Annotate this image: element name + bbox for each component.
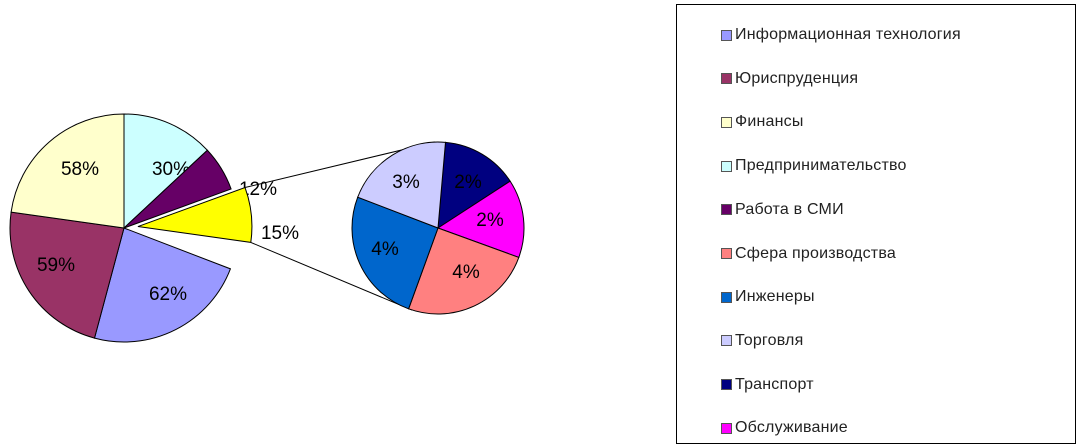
main-slice-label: 12% (239, 179, 277, 200)
legend-item: Инженеры (721, 285, 815, 309)
legend-swatch (721, 29, 732, 41)
main-slice-предпринимательство (123, 113, 209, 230)
sub-slice-label: 2% (476, 210, 504, 231)
main-slice-label: 15% (261, 223, 299, 244)
main-pie: 62%59%58% 30%12%15% (9, 113, 299, 343)
legend-item: Работа в СМИ (721, 198, 844, 222)
secondary-pie: 2% 2% 4% 4% 3% (351, 141, 525, 315)
legend-swatch (721, 248, 732, 259)
sub-slice-обслуживание (436, 180, 525, 259)
sub-slice-label: 4% (452, 262, 480, 283)
sub-slice-label: 3% (392, 172, 420, 193)
sub-slice-торговля (357, 141, 447, 229)
main-slice-финансы (10, 113, 125, 229)
sub-slice-инженеры (351, 196, 439, 310)
legend-swatch (721, 73, 732, 85)
main-slice-информационная-технология (93, 227, 232, 343)
legend-swatch (721, 291, 732, 303)
legend-swatch (721, 116, 732, 128)
legend-label: Финансы (735, 113, 804, 131)
legend-label: Предпринимательство (735, 157, 907, 175)
legend-item: Предпринимательство (721, 154, 907, 178)
legend-swatch (721, 422, 732, 434)
legend-swatch (721, 335, 732, 347)
sub-slice-транспорт (437, 141, 511, 229)
sub-slice-сфера-производства (407, 227, 520, 315)
sub-slice-label: 2% (454, 172, 482, 193)
legend-label: Работа в СМИ (735, 200, 844, 218)
legend-label: Сфера производства (735, 244, 896, 262)
legend-item: Финансы (721, 110, 804, 134)
main-slice-юриспруденция (9, 211, 125, 339)
main-slice-работа-в-сми (123, 149, 232, 229)
legend-item: Транспорт (721, 373, 814, 397)
legend-item: Информационная технология (721, 23, 961, 47)
legend-label: Торговля (735, 331, 804, 349)
legend-item: Юриспруденция (721, 67, 858, 91)
legend-label: Обслуживание (735, 419, 848, 437)
legend-item: Сфера производства (721, 242, 896, 266)
sub-slice-label: 4% (371, 239, 399, 260)
legend-item: Обслуживание (721, 416, 848, 440)
legend: Информационная технология Юриспруденция Фи… (676, 4, 1076, 444)
legend-label: Информационная технология (735, 26, 961, 43)
main-slice-label: 59% (37, 255, 75, 276)
legend-label: Транспорт (735, 375, 814, 393)
legend-label: Юриспруденция (735, 69, 859, 87)
main-slice-label: 58% (61, 159, 99, 180)
pie-of-pie-chart: 62%59%58% 30%12%15% 2%2%4%4%3% (9, 113, 525, 343)
legend-swatch (721, 379, 732, 391)
legend-swatch (721, 204, 732, 216)
legend-label: Инженеры (735, 288, 815, 306)
legend-item: Торговля (721, 329, 803, 353)
connector-line-bottom (250, 241, 413, 311)
main-slice-label: 62% (149, 284, 187, 305)
legend-swatch (721, 160, 732, 172)
